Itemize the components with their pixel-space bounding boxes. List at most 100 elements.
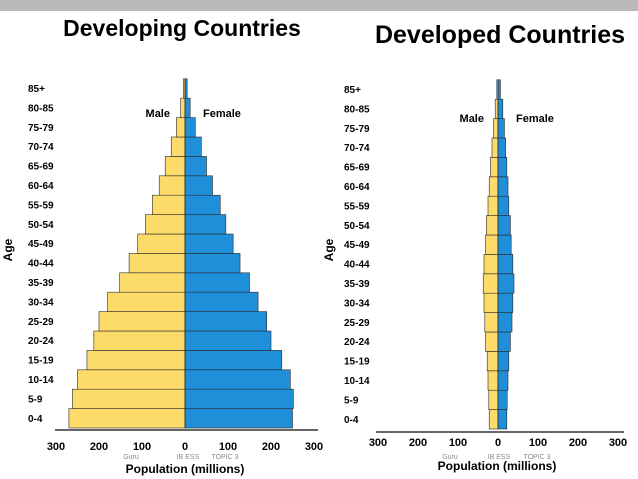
bar-female-50-54 <box>497 215 511 236</box>
age-label-20-24: 20-24 <box>344 337 370 348</box>
bar-female-70-74 <box>497 137 506 158</box>
age-label-10-14: 10-14 <box>344 376 370 387</box>
bar-male-5-9 <box>72 388 186 409</box>
age-label-65-69: 65-69 <box>344 163 370 174</box>
credit-guru: Guru <box>442 454 458 461</box>
bar-male-10-14 <box>77 369 186 390</box>
age-label-0-4: 0-4 <box>344 415 359 426</box>
chart-title: Developed Countries <box>375 21 625 49</box>
bar-female-5-9 <box>497 389 508 410</box>
age-label-10-14: 10-14 <box>28 375 54 386</box>
bar-female-75-79 <box>497 118 505 139</box>
age-label-60-64: 60-64 <box>28 181 54 192</box>
age-label-70-74: 70-74 <box>28 142 54 153</box>
bar-male-5-9 <box>488 389 499 410</box>
credit-ib-ess: IB ESS <box>177 454 200 461</box>
bar-female-15-19 <box>184 350 283 371</box>
bar-female-80-85 <box>184 97 191 118</box>
bar-female-40-44 <box>184 253 241 274</box>
bar-male-0-4 <box>68 408 186 429</box>
age-labels: 0-4 5-9 10-14 15-19 20-24 25-29 30-34 35-39 40-4… <box>28 84 54 425</box>
bar-male-50-54 <box>145 214 186 235</box>
age-label-80-85: 80-85 <box>28 103 54 114</box>
age-label-25-29: 25-29 <box>344 318 370 329</box>
bar-female-40-44 <box>497 254 514 275</box>
bar-male-75-79 <box>493 118 499 139</box>
x-tick-label: 100 <box>219 441 237 453</box>
bar-female-55-59 <box>184 194 221 215</box>
bar-male-80-85 <box>494 98 499 119</box>
bar-male-0-4 <box>488 409 499 430</box>
bar-male-75-79 <box>176 117 186 138</box>
age-labels: 0-4 5-9 10-14 15-19 20-24 25-29 30-34 35-39 40-4… <box>344 85 370 426</box>
bar-female-30-34 <box>497 292 514 313</box>
bar-female-65-69 <box>184 156 207 177</box>
bar-female-35-39 <box>184 272 250 293</box>
legend-male: Male <box>460 113 484 125</box>
age-label-30-34: 30-34 <box>28 297 54 308</box>
age-label-75-79: 75-79 <box>344 124 370 135</box>
bar-female-85+ <box>497 79 501 100</box>
x-tick-label: 200 <box>569 437 587 449</box>
bar-male-35-39 <box>482 273 499 294</box>
bars-group <box>482 79 515 430</box>
bar-male-25-29 <box>484 312 499 333</box>
x-axis-title: Population (millions) <box>438 459 557 473</box>
bar-female-60-64 <box>497 176 509 197</box>
bar-male-65-69 <box>164 156 186 177</box>
top-bar <box>0 0 638 11</box>
bar-male-30-34 <box>107 291 186 312</box>
x-tick-label: 100 <box>529 437 547 449</box>
x-tick-label: 100 <box>133 441 151 453</box>
pyramid-developing: Developing Countries 0-4 5-9 10-14 15-19 20-… <box>1 15 323 476</box>
bar-female-75-79 <box>184 117 196 138</box>
age-label-80-85: 80-85 <box>344 104 370 115</box>
bar-female-5-9 <box>184 388 294 409</box>
bar-female-30-34 <box>184 291 259 312</box>
bar-female-0-4 <box>184 408 293 429</box>
bar-male-55-59 <box>487 195 499 216</box>
age-label-40-44: 40-44 <box>344 260 370 271</box>
age-label-75-79: 75-79 <box>28 123 54 134</box>
bar-male-80-85 <box>180 97 186 118</box>
bar-male-65-69 <box>490 157 499 178</box>
age-label-45-49: 45-49 <box>344 240 370 251</box>
x-tick-label: 200 <box>90 441 108 453</box>
age-label-40-44: 40-44 <box>28 259 54 270</box>
age-label-0-4: 0-4 <box>28 414 43 425</box>
y-axis-title: Age <box>322 238 336 261</box>
bar-male-20-24 <box>485 331 499 352</box>
age-label-25-29: 25-29 <box>28 317 54 328</box>
bar-male-70-74 <box>170 136 186 157</box>
age-label-65-69: 65-69 <box>28 162 54 173</box>
bar-male-60-64 <box>158 175 186 196</box>
x-tick-label: 300 <box>47 441 65 453</box>
credit-ib-ess: IB ESS <box>488 454 511 461</box>
age-label-85+: 85+ <box>344 85 361 96</box>
chart-title: Developing Countries <box>63 15 301 41</box>
bar-female-70-74 <box>184 136 202 157</box>
pyramid-developed: Developed Countries 0-4 5-9 10-14 15-19 20-2… <box>322 21 627 473</box>
age-label-50-54: 50-54 <box>344 221 370 232</box>
age-label-35-39: 35-39 <box>28 278 54 289</box>
credit-guru: Guru <box>123 454 139 461</box>
age-label-5-9: 5-9 <box>344 395 359 406</box>
x-axis-title: Population (millions) <box>126 462 245 476</box>
bar-male-40-44 <box>483 254 499 275</box>
x-tick-label: 0 <box>495 437 501 449</box>
bar-female-10-14 <box>497 370 509 391</box>
age-label-60-64: 60-64 <box>344 182 370 193</box>
bar-male-60-64 <box>488 176 499 197</box>
x-tick-label: 300 <box>369 437 387 449</box>
bar-female-50-54 <box>184 214 227 235</box>
age-label-50-54: 50-54 <box>28 220 54 231</box>
bar-female-20-24 <box>497 331 511 352</box>
bar-male-15-19 <box>486 351 499 372</box>
bar-male-15-19 <box>86 350 186 371</box>
credit-topic: TOPIC 3 <box>211 454 238 461</box>
bar-female-45-49 <box>497 234 512 255</box>
bar-male-40-44 <box>128 253 186 274</box>
bar-male-20-24 <box>93 330 186 351</box>
age-label-85+: 85+ <box>28 84 45 95</box>
bar-male-45-49 <box>485 234 499 255</box>
